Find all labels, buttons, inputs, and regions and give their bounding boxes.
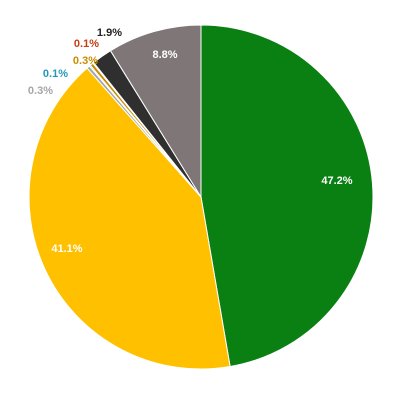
- pie-label-3: 0.3%: [28, 85, 53, 97]
- pie-label-5: 0.3%: [73, 55, 98, 67]
- pie-slice-8: [109, 24, 202, 199]
- pie-label-7: 1.9%: [97, 27, 122, 39]
- pie-label-1: 47.2%: [321, 175, 352, 187]
- pie-label-4: 0.1%: [43, 68, 68, 80]
- pie-label-2: 41.1%: [51, 243, 82, 255]
- pie-label-6: 0.1%: [74, 38, 99, 50]
- pie-slice-2: [28, 67, 231, 370]
- pie-slice-1: [200, 24, 374, 368]
- pie-label-8: 8.8%: [152, 49, 177, 61]
